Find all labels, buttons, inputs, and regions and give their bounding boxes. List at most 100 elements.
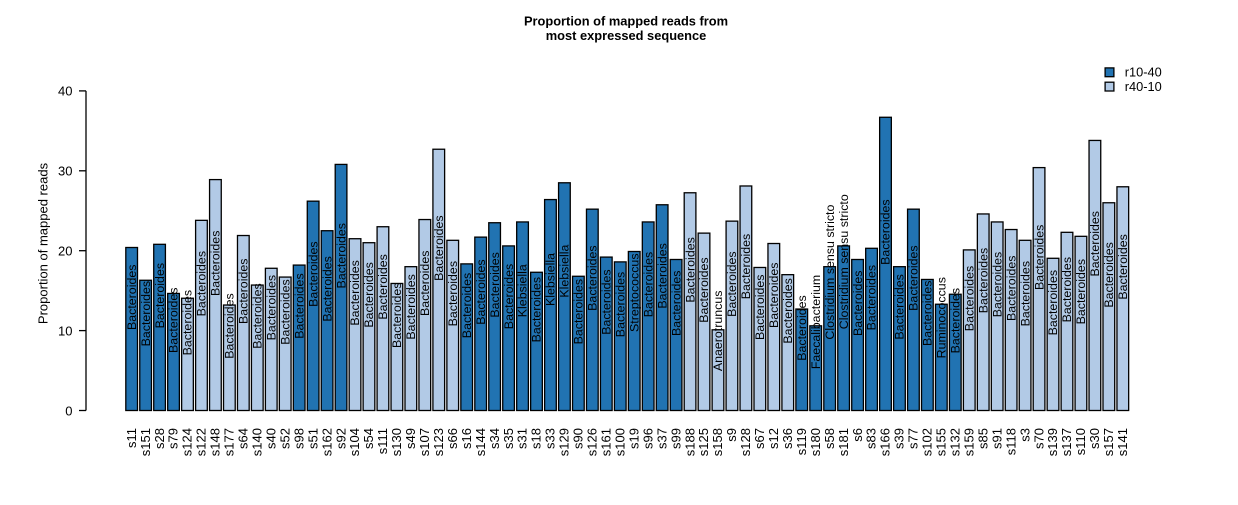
svg-text:s158: s158 — [710, 428, 725, 456]
svg-text:most expressed sequence: most expressed sequence — [546, 28, 707, 43]
svg-text:s31: s31 — [515, 428, 530, 449]
svg-text:Bacteroides: Bacteroides — [460, 273, 474, 338]
svg-text:Klebsiella: Klebsiella — [544, 253, 558, 306]
svg-text:s28: s28 — [152, 428, 167, 449]
svg-text:s119: s119 — [794, 428, 809, 455]
svg-text:s34: s34 — [487, 428, 502, 449]
svg-text:s151: s151 — [138, 428, 153, 456]
svg-text:s16: s16 — [459, 428, 474, 449]
svg-text:Bacteroides: Bacteroides — [753, 275, 767, 340]
svg-text:s64: s64 — [236, 428, 251, 449]
svg-text:Bacteroides: Bacteroides — [697, 257, 711, 322]
svg-text:s51: s51 — [305, 428, 320, 449]
svg-text:Proportion of mapped reads: Proportion of mapped reads — [36, 162, 51, 324]
svg-text:Bacteroides: Bacteroides — [167, 288, 181, 353]
svg-text:s90: s90 — [571, 428, 586, 449]
svg-text:Bacteroides: Bacteroides — [893, 274, 907, 339]
svg-text:Bacteroides: Bacteroides — [990, 252, 1004, 317]
svg-text:Bacteroides: Bacteroides — [669, 271, 683, 336]
svg-text:Ruminococcus: Ruminococcus — [935, 277, 949, 358]
svg-text:s122: s122 — [194, 428, 209, 456]
svg-text:Bacteroides: Bacteroides — [586, 245, 600, 310]
svg-text:s141: s141 — [1115, 428, 1130, 456]
svg-text:s54: s54 — [361, 428, 376, 449]
svg-text:Klebsiella: Klebsiella — [558, 244, 572, 297]
svg-text:s110: s110 — [1073, 428, 1088, 455]
svg-text:s67: s67 — [752, 428, 767, 449]
svg-text:Klebsiella: Klebsiella — [516, 264, 530, 317]
svg-text:s188: s188 — [682, 428, 697, 456]
svg-text:Bacteroides: Bacteroides — [292, 273, 306, 338]
svg-text:s3: s3 — [1017, 428, 1032, 442]
svg-text:Bacteroides: Bacteroides — [948, 288, 962, 353]
svg-text:Bacteroides: Bacteroides — [865, 265, 879, 330]
svg-text:Bacteroides: Bacteroides — [1074, 259, 1088, 324]
svg-text:Bacteroides: Bacteroides — [572, 279, 586, 344]
svg-text:s9: s9 — [724, 428, 739, 442]
svg-text:Bacteroides: Bacteroides — [655, 243, 669, 308]
svg-text:s177: s177 — [222, 428, 237, 456]
svg-text:Bacteroides: Bacteroides — [613, 272, 627, 337]
svg-text:Bacteroides: Bacteroides — [209, 231, 223, 296]
svg-text:Bacteroides: Bacteroides — [1018, 261, 1032, 326]
svg-text:Clostridium sensu stricto: Clostridium sensu stricto — [837, 194, 851, 329]
svg-text:s83: s83 — [864, 428, 879, 449]
svg-text:Bacteroides: Bacteroides — [530, 277, 544, 342]
svg-text:s91: s91 — [989, 428, 1004, 449]
svg-text:s137: s137 — [1059, 428, 1074, 456]
svg-text:s30: s30 — [1087, 428, 1102, 449]
svg-text:s155: s155 — [934, 428, 949, 456]
svg-text:30: 30 — [58, 164, 72, 179]
svg-text:Bacteroides: Bacteroides — [404, 274, 418, 339]
svg-text:Bacteroides: Bacteroides — [278, 279, 292, 344]
svg-text:s100: s100 — [612, 428, 627, 456]
svg-text:s36: s36 — [780, 428, 795, 449]
svg-text:s40: s40 — [263, 428, 278, 449]
svg-text:s107: s107 — [417, 428, 432, 456]
svg-text:40: 40 — [58, 84, 72, 99]
svg-text:Bacteroides: Bacteroides — [1060, 257, 1074, 322]
svg-text:s129: s129 — [557, 428, 572, 456]
svg-text:s125: s125 — [696, 428, 711, 456]
svg-text:Bacteroides: Bacteroides — [418, 251, 432, 316]
svg-text:s33: s33 — [543, 428, 558, 449]
svg-text:s35: s35 — [501, 428, 516, 449]
svg-text:Bacteroides: Bacteroides — [306, 241, 320, 306]
svg-text:s11: s11 — [124, 428, 139, 448]
svg-text:s99: s99 — [668, 428, 683, 449]
svg-text:Bacteroides: Bacteroides — [851, 271, 865, 336]
svg-text:Bacteroides: Bacteroides — [725, 251, 739, 316]
svg-text:s70: s70 — [1031, 428, 1046, 449]
svg-text:s118: s118 — [1003, 428, 1018, 455]
svg-text:s159: s159 — [961, 428, 976, 456]
svg-text:Bacteroides: Bacteroides — [125, 265, 139, 330]
svg-text:s102: s102 — [920, 428, 935, 456]
svg-text:Bacteroides: Bacteroides — [1032, 225, 1046, 290]
svg-text:Bacteroides: Bacteroides — [362, 262, 376, 327]
svg-text:Bacteroides: Bacteroides — [390, 283, 404, 348]
svg-text:s19: s19 — [626, 428, 641, 449]
svg-text:s139: s139 — [1045, 428, 1060, 456]
svg-text:s126: s126 — [585, 428, 600, 456]
svg-text:Bacteroides: Bacteroides — [153, 263, 167, 328]
svg-text:Bacteroides: Bacteroides — [334, 223, 348, 288]
svg-text:s12: s12 — [766, 428, 781, 449]
svg-text:s180: s180 — [808, 428, 823, 456]
svg-text:s148: s148 — [208, 428, 223, 456]
svg-text:Bacteroides: Bacteroides — [1004, 256, 1018, 321]
svg-text:s140: s140 — [249, 428, 264, 456]
svg-text:s6: s6 — [850, 428, 865, 442]
svg-text:Bacteroides: Bacteroides — [976, 248, 990, 313]
svg-text:s77: s77 — [906, 428, 921, 449]
svg-text:s157: s157 — [1101, 428, 1116, 456]
svg-text:Bacteroides: Bacteroides — [1088, 211, 1102, 276]
svg-text:s111: s111 — [375, 428, 390, 454]
svg-text:Bacteroides: Bacteroides — [907, 245, 921, 310]
svg-text:Bacteroides: Bacteroides — [376, 254, 390, 319]
svg-text:s98: s98 — [291, 428, 306, 449]
svg-text:Faecalibacterium: Faecalibacterium — [809, 275, 823, 369]
svg-text:s161: s161 — [598, 428, 613, 456]
svg-text:Bacteroides: Bacteroides — [264, 275, 278, 340]
svg-text:s130: s130 — [389, 428, 404, 456]
svg-text:r10-40: r10-40 — [1125, 65, 1162, 80]
